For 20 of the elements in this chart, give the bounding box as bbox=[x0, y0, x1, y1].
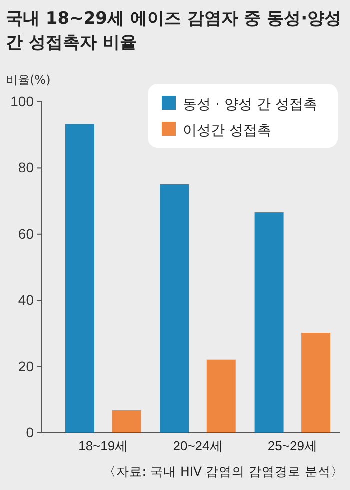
y-tick-label: 40 bbox=[18, 292, 34, 308]
y-tick-label: 0 bbox=[26, 424, 34, 440]
bar bbox=[65, 124, 94, 433]
y-tick-label: 60 bbox=[18, 226, 34, 242]
x-tick-label: 20~24세 bbox=[173, 438, 223, 454]
x-tick-label: 25~29세 bbox=[268, 438, 318, 454]
x-tick-label: 18~19세 bbox=[78, 438, 128, 454]
y-tick-label: 100 bbox=[10, 93, 34, 110]
legend-label: 이성간 성접촉 bbox=[183, 123, 272, 139]
y-tick-label: 80 bbox=[18, 160, 34, 176]
text: 〈자료: 국내 HIV 감염의 감염경로 분석〉 bbox=[103, 464, 344, 479]
y-tick-label: 20 bbox=[18, 358, 34, 374]
bar bbox=[112, 410, 142, 433]
bar bbox=[206, 360, 236, 433]
bar bbox=[254, 212, 284, 433]
legend-label: 동성 · 양성 간 성접촉 bbox=[183, 97, 318, 113]
bar bbox=[302, 333, 331, 433]
bar bbox=[160, 184, 190, 433]
y-axis-title: 비율(%) bbox=[6, 73, 51, 87]
chart-title: 국내 18~29세 에이즈 감염자 중 동성·양성 간 성접촉자 비율 bbox=[6, 9, 342, 53]
